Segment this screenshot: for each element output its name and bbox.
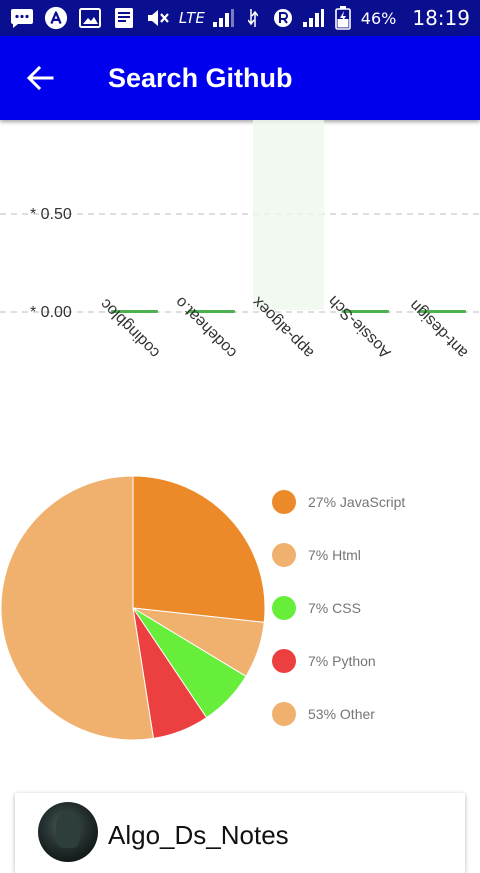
x-tick-label: codingbloc xyxy=(97,295,163,361)
data-transfer-icon xyxy=(241,6,265,30)
clock: 18:19 xyxy=(412,6,470,30)
document-icon xyxy=(112,6,136,30)
roaming-icon xyxy=(271,6,295,30)
x-tick-label: Aossie-Sch xyxy=(325,292,394,361)
status-bar: LTE 46% 18:19 xyxy=(0,0,480,36)
legend-label: 7% CSS xyxy=(308,600,361,616)
legend-item: 27% JavaScript xyxy=(272,490,405,514)
legend-label: 53% Other xyxy=(308,706,375,722)
bar-chart: * 0.50 * 0.00 codingbloc codeheat.o app-algo… xyxy=(0,120,480,450)
battery-icon xyxy=(331,6,355,30)
legend-label: 7% Html xyxy=(308,547,361,563)
bar[interactable] xyxy=(342,310,389,313)
bar[interactable] xyxy=(111,310,158,313)
signal-strength-icon xyxy=(211,6,235,30)
mute-icon xyxy=(146,6,170,30)
pie-slice[interactable] xyxy=(0,475,155,741)
bar-chart-svg: * 0.50* 0.00 codingbloc codeheat.o app-algo… xyxy=(0,120,480,361)
bar[interactable] xyxy=(188,310,235,313)
pie-chart-svg xyxy=(0,475,266,741)
y-tick-label: * 0.00 xyxy=(30,304,72,321)
battery-percent: 46% xyxy=(360,8,397,28)
page-title: Search Github xyxy=(108,62,293,93)
legend-item: 53% Other xyxy=(272,702,375,726)
arrow-back-icon xyxy=(26,66,54,90)
legend-swatch xyxy=(272,649,296,673)
react-app-icon xyxy=(44,6,68,30)
repo-card[interactable]: Algo_Ds_Notes xyxy=(15,793,465,873)
legend-swatch xyxy=(272,596,296,620)
pie-chart: 27% JavaScript 7% Html 7% CSS 7% Python 53% … xyxy=(0,460,480,760)
x-tick-label: ant-design xyxy=(406,296,471,361)
legend-item: 7% CSS xyxy=(272,596,361,620)
avatar xyxy=(38,802,98,862)
image-icon xyxy=(78,6,102,30)
legend-swatch xyxy=(272,490,296,514)
pie-slice[interactable] xyxy=(132,475,266,623)
network-type-label: LTE xyxy=(178,9,205,27)
bar[interactable] xyxy=(419,310,466,313)
y-tick-label: * 0.50 xyxy=(30,206,72,223)
signal-strength-icon-2 xyxy=(301,6,325,30)
app-bar: Search Github xyxy=(0,36,480,120)
repo-name: Algo_Ds_Notes xyxy=(108,820,289,850)
chat-icon xyxy=(10,6,34,30)
legend-label: 7% Python xyxy=(308,653,376,669)
legend-item: 7% Python xyxy=(272,649,376,673)
back-button[interactable] xyxy=(0,36,80,120)
highlight-band xyxy=(253,120,324,310)
legend-item: 7% Html xyxy=(272,543,361,567)
legend-label: 27% JavaScript xyxy=(308,494,406,510)
legend-swatch xyxy=(272,702,296,726)
legend-swatch xyxy=(272,543,296,567)
x-tick-label: codeheat.o xyxy=(172,293,240,361)
